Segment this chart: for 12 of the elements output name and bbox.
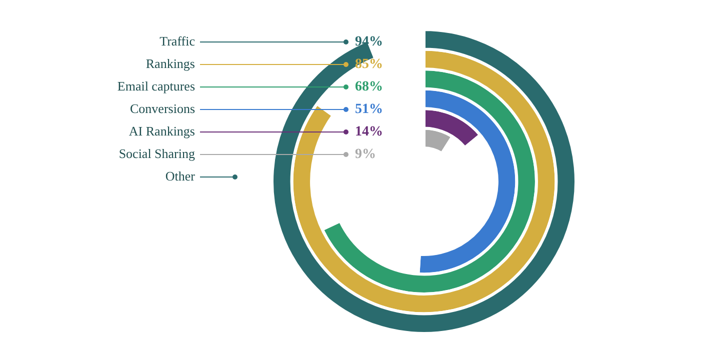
data-label: 14% <box>355 124 383 140</box>
category-label: Email captures <box>117 78 195 94</box>
data-label: 51% <box>355 102 383 118</box>
data-label: 9% <box>355 147 376 162</box>
data-label: 68% <box>355 80 383 95</box>
category-label: Conversions <box>130 100 195 116</box>
category-label: Other <box>165 168 196 184</box>
category-label: Traffic <box>160 33 196 48</box>
data-label: 85% <box>355 57 383 72</box>
category-label: AI Rankings <box>128 123 195 138</box>
category-label: Rankings <box>146 56 195 71</box>
category-label: Social Sharing <box>118 146 196 161</box>
